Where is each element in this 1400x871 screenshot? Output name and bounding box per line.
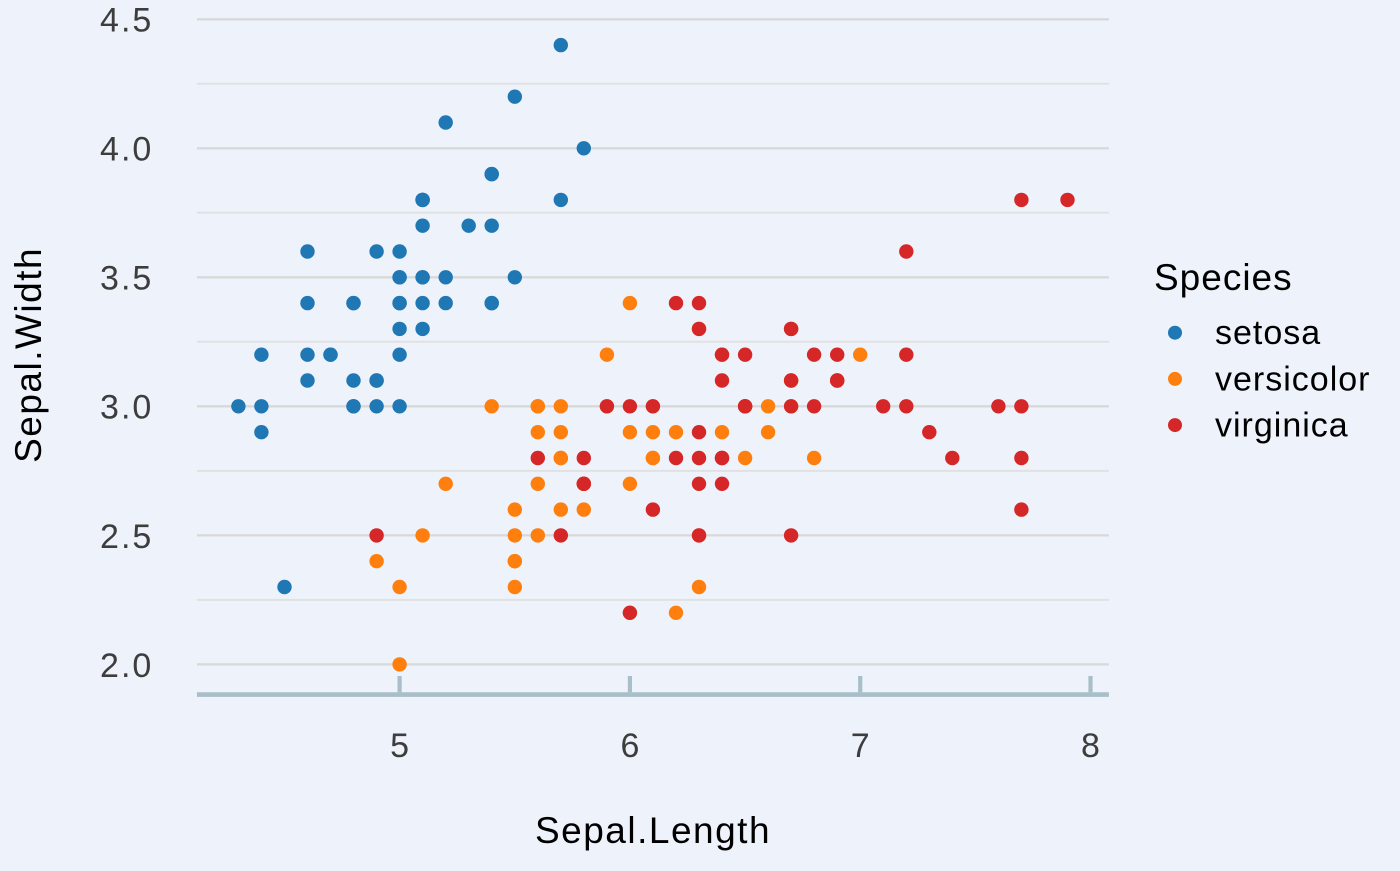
svg-text:4.5: 4.5 [100, 2, 153, 40]
svg-text:8: 8 [1081, 727, 1100, 765]
svg-text:3.0: 3.0 [100, 389, 153, 427]
svg-text:6: 6 [620, 727, 639, 765]
svg-text:2.5: 2.5 [100, 518, 153, 556]
svg-text:2.0: 2.0 [100, 647, 153, 685]
svg-text:Sepal.Width: Sepal.Width [8, 247, 49, 463]
svg-text:virginica: virginica [1215, 407, 1349, 445]
svg-text:4.0: 4.0 [100, 131, 153, 169]
svg-text:versicolor: versicolor [1215, 360, 1370, 398]
svg-text:setosa: setosa [1215, 314, 1321, 352]
svg-text:7: 7 [851, 727, 870, 765]
svg-text:3.5: 3.5 [100, 260, 153, 298]
svg-text:Species: Species [1154, 257, 1293, 298]
svg-text:5: 5 [390, 727, 409, 765]
svg-text:Sepal.Length: Sepal.Length [535, 810, 771, 851]
